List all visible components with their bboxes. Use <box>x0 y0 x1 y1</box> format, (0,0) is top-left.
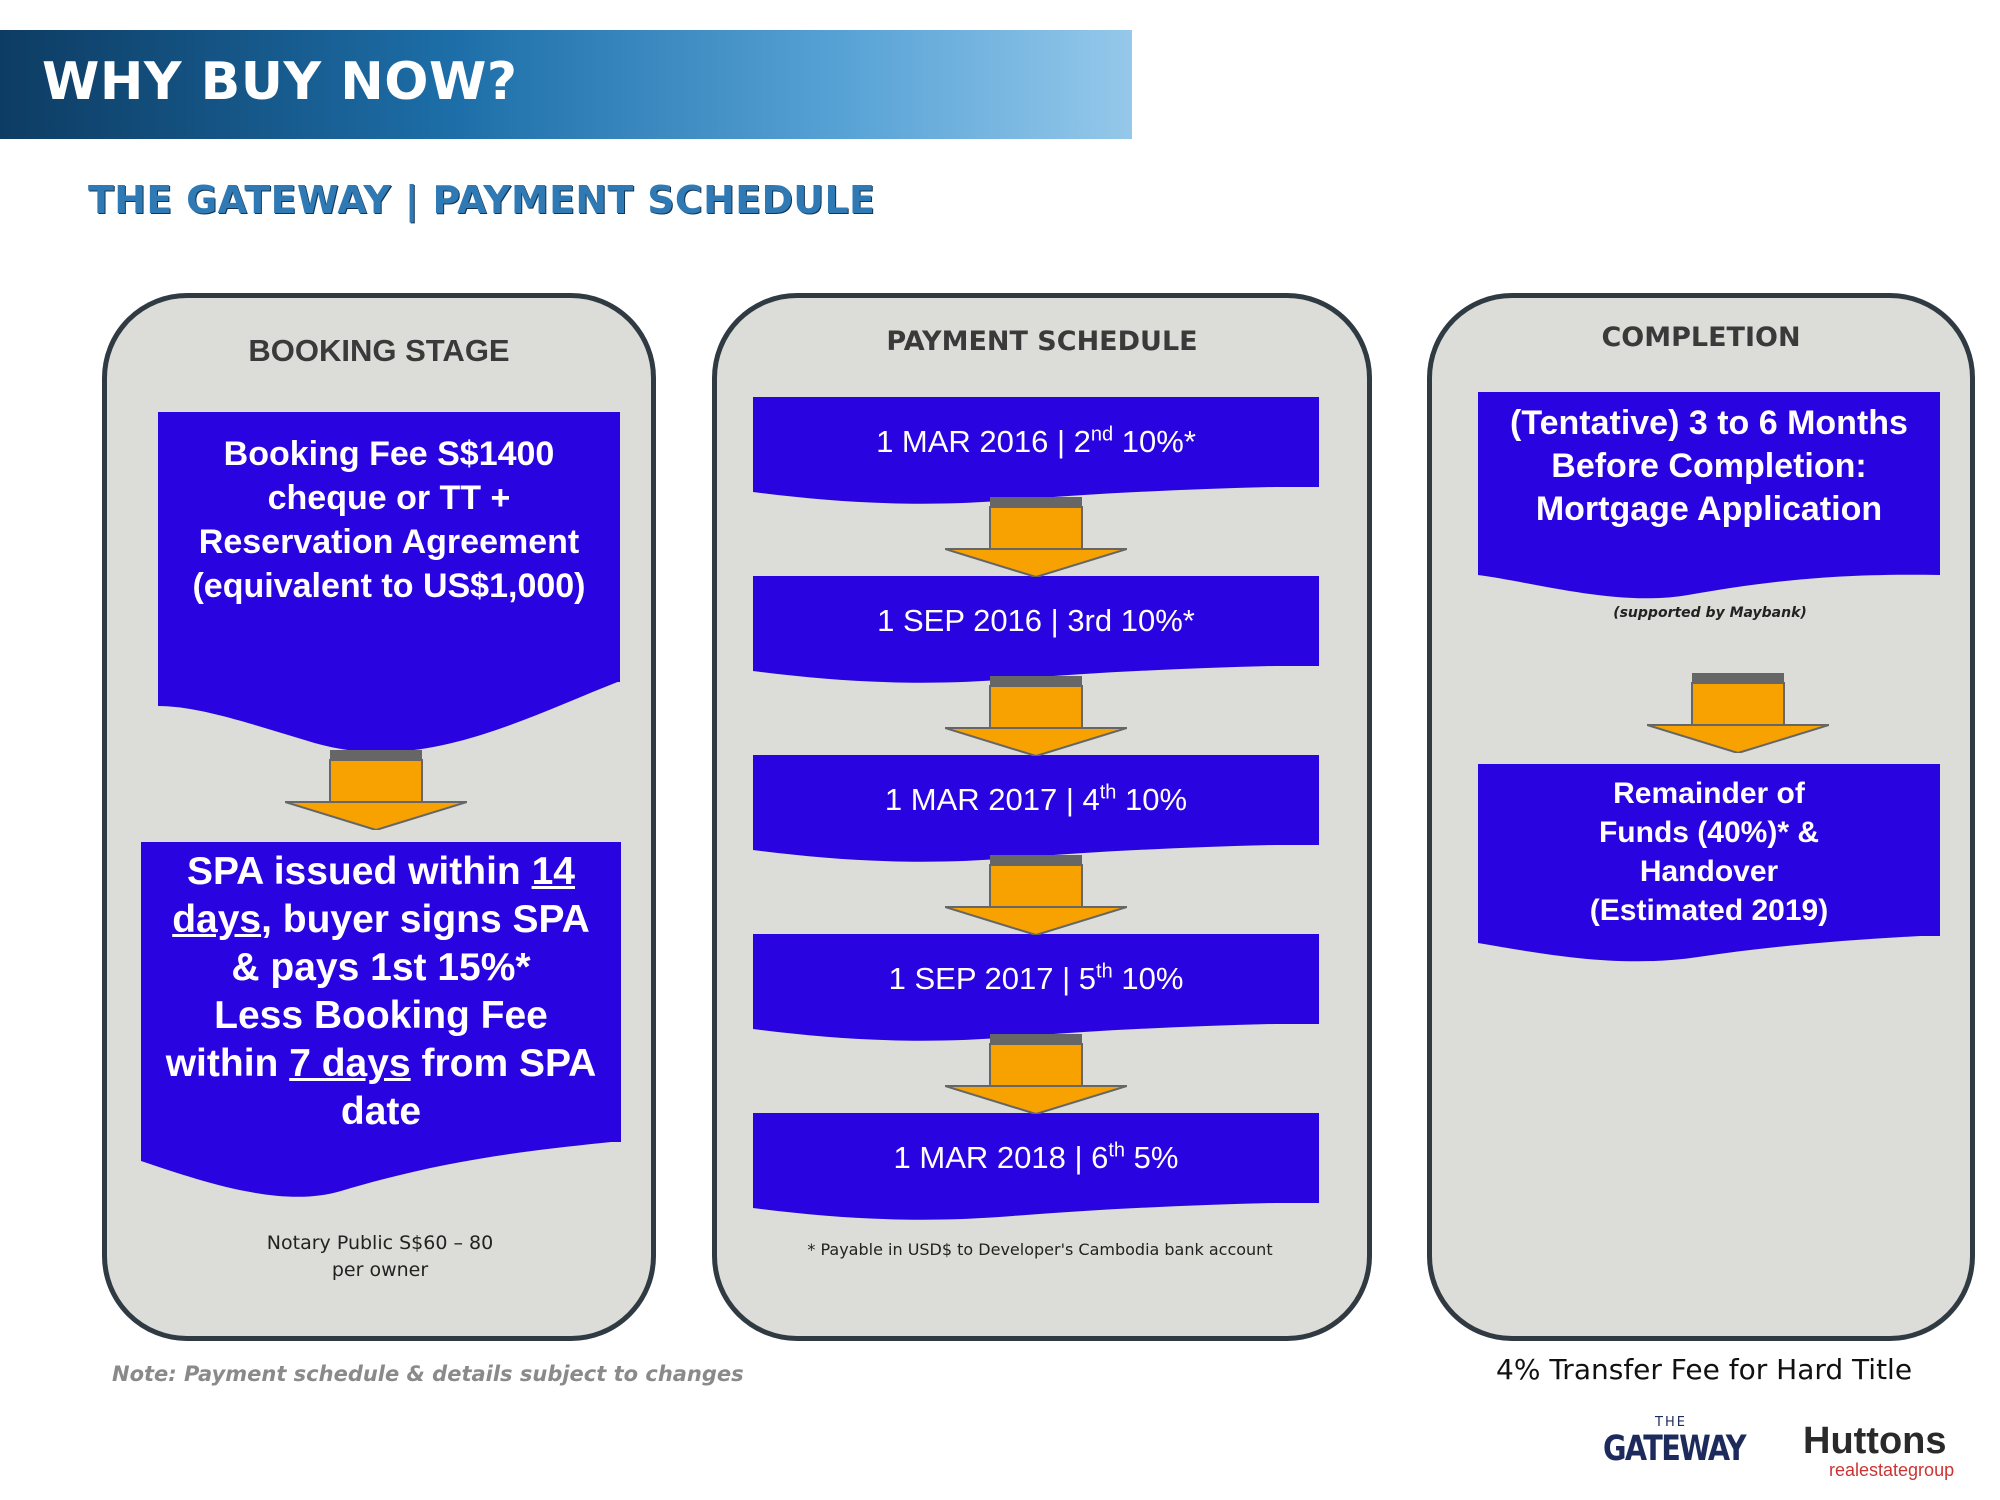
down-arrow-icon <box>1647 673 1829 753</box>
gateway-logo-small: THE <box>1655 1415 1687 1430</box>
maybank-support-text: (supported by Maybank) <box>1613 605 1807 621</box>
spa-box: SPA issued within 14 days, buyer signs S… <box>141 842 621 1197</box>
box-wave-bottom <box>753 665 1319 683</box>
down-arrow-icon <box>945 855 1127 935</box>
schedule-item-text: 1 SEP 2016 | 3rd 10%* <box>877 603 1195 638</box>
spa-line: within <box>165 1042 290 1085</box>
transfer-fee-text: 4% Transfer Fee for Hard Title <box>1496 1353 1913 1386</box>
payment-schedule-title: PAYMENT SCHEDULE <box>886 326 1198 357</box>
box-wave-bottom <box>1478 563 1940 599</box>
schedule-item-box: 1 SEP 2017 | 5th 10% <box>753 934 1319 1041</box>
schedule-item-box: 1 MAR 2017 | 4th 10% <box>753 755 1319 862</box>
down-arrow-icon <box>945 497 1127 577</box>
gateway-logo-text: GATEWAY <box>1603 1429 1746 1469</box>
header-banner: WHY BUY NOW? <box>0 30 1132 139</box>
page-title: WHY BUY NOW? <box>42 52 518 112</box>
notary-fee-text: Notary Public S$60 – 80 per owner <box>266 1232 494 1281</box>
mortgage-box: (Tentative) 3 to 6 Months Before Complet… <box>1478 392 1940 599</box>
booking-fee-line: Booking Fee S$1400 <box>223 435 555 473</box>
spa-days-highlight: 14 <box>531 850 575 893</box>
booking-fee-line: (equivalent to US$1,000) <box>192 567 586 605</box>
spa-line: Less Booking Fee <box>214 994 548 1037</box>
spa-days-highlight: 7 days <box>289 1042 411 1085</box>
box-wave-bottom <box>753 1202 1319 1220</box>
box-wave-bottom <box>141 1141 621 1197</box>
schedule-item-box: 1 SEP 2016 | 3rd 10%* <box>753 576 1319 683</box>
handover-line: (Estimated 2019) <box>1589 894 1829 927</box>
handover-line: Remainder of <box>1613 777 1805 810</box>
down-arrow-icon <box>945 676 1127 756</box>
booking-fee-line: Reservation Agreement <box>198 523 580 561</box>
box-wave-bottom <box>158 681 620 751</box>
spa-line: date <box>340 1090 422 1133</box>
mortgage-line: Mortgage Application <box>1535 490 1883 528</box>
payable-footnote: * Payable in USD$ to Developer's Cambodi… <box>807 1240 1273 1259</box>
box-wave-bottom <box>753 844 1319 862</box>
schedule-item-text: 1 MAR 2016 | 2nd 10%* <box>876 423 1196 459</box>
schedule-item-text: 1 SEP 2017 | 5th 10% <box>888 960 1184 996</box>
disclaimer-note: Note: Payment schedule & details subject… <box>112 1362 744 1386</box>
page-subtitle: THE GATEWAY | PAYMENT SCHEDULE <box>88 178 876 222</box>
down-arrow-icon <box>285 750 467 830</box>
schedule-item-box: 1 MAR 2016 | 2nd 10%* <box>753 397 1319 504</box>
down-arrow-icon <box>945 1034 1127 1114</box>
box-wave-bottom <box>1478 935 1940 962</box>
booking-fee-line: cheque or TT + <box>267 479 511 517</box>
schedule-item-text: 1 MAR 2017 | 4th 10% <box>884 781 1188 817</box>
handover-line: Funds (40%)* & <box>1598 816 1820 849</box>
huttons-logo-text: Huttons <box>1803 1420 1947 1462</box>
gateway-logo: THE GATEWAY <box>1603 1415 1773 1475</box>
schedule-item-box: 1 MAR 2018 | 6th 5% <box>753 1113 1319 1220</box>
spa-days-highlight: days <box>172 898 262 941</box>
spa-line: & pays 1st 15%* <box>231 946 531 989</box>
box-wave-bottom <box>753 1023 1319 1041</box>
schedule-item-text: 1 MAR 2018 | 6th 5% <box>893 1139 1179 1175</box>
mortgage-line: Before Completion: <box>1551 447 1867 485</box>
handover-line: Handover <box>1639 855 1779 888</box>
huttons-logo-sub: realestategroup <box>1829 1460 1955 1480</box>
spa-line: , buyer signs SPA <box>261 898 590 941</box>
spa-line: SPA issued within <box>187 850 532 893</box>
mortgage-line: (Tentative) 3 to 6 Months <box>1510 404 1908 442</box>
spa-line: from SPA <box>410 1042 597 1085</box>
box-wave-bottom <box>753 486 1319 504</box>
huttons-logo: Huttons realestategroup <box>1803 1420 1983 1480</box>
completion-title: COMPLETION <box>1601 322 1801 353</box>
booking-stage-title: BOOKING STAGE <box>248 333 510 368</box>
booking-fee-box: Booking Fee S$1400 cheque or TT + Reserv… <box>158 412 620 751</box>
handover-box: Remainder of Funds (40%)* & Handover (Es… <box>1478 764 1940 962</box>
